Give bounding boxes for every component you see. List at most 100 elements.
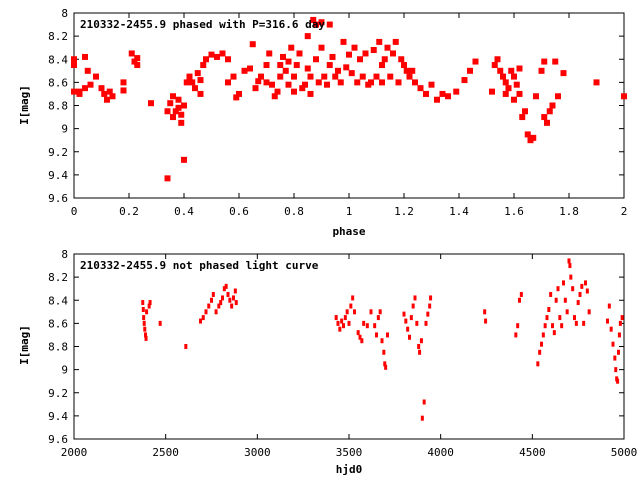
unphased-y-tick-label: 9 (61, 364, 68, 377)
phased-data-point (428, 81, 435, 88)
phased-data-point (263, 62, 270, 69)
phased-x-tick-label: 1.8 (559, 205, 579, 218)
unphased-y-tick-label: 8 (61, 248, 68, 261)
phased-data-point (304, 65, 311, 72)
phased-data-point (274, 88, 281, 95)
unphased-data-point (373, 323, 377, 329)
phased-data-point (266, 50, 273, 57)
phased-data-point (522, 108, 528, 115)
unphased-data-point (518, 297, 521, 303)
unphased-data-point (334, 315, 338, 321)
unphased-data-point (554, 297, 558, 303)
phased-data-point (516, 65, 523, 72)
phased-data-point (120, 79, 127, 86)
phased-data-point (197, 90, 204, 97)
phased-data-point (109, 93, 116, 100)
unphased-data-point (543, 323, 547, 329)
phased-data-point (247, 65, 253, 72)
phased-data-point (181, 156, 187, 163)
unphased-data-point (609, 326, 613, 332)
phased-data-point (409, 67, 416, 74)
phased-x-tick-label: 1.6 (504, 205, 524, 218)
phased-data-point (326, 62, 333, 69)
phased-data-point (128, 50, 135, 57)
unphased-x-tick-label: 4000 (427, 446, 454, 459)
unphased-data-point (207, 303, 211, 309)
phased-data-point (370, 47, 377, 53)
unphased-data-point (386, 332, 389, 338)
unphased-data-point (199, 318, 202, 324)
unphased-data-point (222, 286, 226, 292)
phased-data-point (183, 79, 190, 86)
unphased-data-point (620, 315, 624, 321)
phased-data-point (178, 111, 185, 118)
unphased-y-tick-label: 9.2 (48, 387, 68, 400)
phased-data-point (233, 94, 240, 101)
unphased-data-point (349, 303, 353, 309)
unphased-data-point (551, 323, 554, 329)
phased-data-point (170, 93, 176, 100)
phased-data-point (277, 62, 284, 69)
unphased-data-point (336, 320, 340, 326)
phased-data-point (390, 50, 396, 57)
unphased-data-point (587, 309, 591, 315)
phased-data-point (324, 81, 330, 88)
unphased-data-point (340, 318, 344, 324)
unphased-data-point (226, 291, 230, 297)
phased-data-point (538, 67, 545, 74)
phased-data-point (164, 175, 171, 182)
phased-y-tick-label: 9.4 (48, 169, 68, 182)
phased-data-point (170, 114, 176, 121)
phased-data-point (332, 73, 339, 80)
phased-data-point (516, 90, 523, 97)
phased-data-point (310, 16, 317, 23)
phased-data-point (134, 62, 141, 69)
phased-data-point (291, 88, 297, 95)
phased-data-point (326, 21, 333, 28)
unphased-data-point (424, 320, 428, 326)
phased-data-point (230, 73, 237, 80)
phased-data-point (219, 50, 226, 57)
phased-x-tick-label: 1.4 (449, 205, 469, 218)
phased-data-point (395, 79, 402, 86)
unphased-data-point (552, 330, 556, 336)
phased-data-point (106, 88, 113, 95)
phased-data-point (164, 108, 171, 115)
unphased-data-point (383, 361, 387, 367)
unphased-data-point (378, 309, 382, 315)
unphased-data-point (420, 415, 424, 421)
unphased-y-axis-label: I[mag] (18, 325, 31, 365)
unphased-data-point (574, 320, 578, 326)
phased-data-point (134, 55, 141, 62)
unphased-data-point (345, 309, 349, 315)
phased-data-point (285, 81, 292, 88)
unphased-data-point (580, 283, 584, 289)
phased-x-tick-label: 1 (346, 205, 353, 218)
phased-data-point (76, 88, 83, 95)
unphased-data-point (342, 323, 345, 329)
phased-data-point (533, 93, 539, 100)
unphased-data-point (204, 309, 208, 315)
unphased-data-point (380, 338, 384, 344)
unphased-data-point (343, 315, 347, 321)
phased-data-point (593, 79, 600, 86)
phased-data-point (269, 81, 275, 88)
unphased-data-point (422, 399, 426, 405)
phased-data-point (335, 67, 341, 74)
unphased-data-point (406, 326, 410, 332)
phased-data-point (544, 119, 550, 126)
unphased-data-point (145, 309, 149, 315)
unphased-data-point (565, 309, 569, 315)
unphased-data-point (417, 344, 421, 349)
phased-x-axis-label: phase (332, 225, 365, 238)
unphased-data-point (210, 297, 213, 303)
phased-data-point (519, 114, 526, 121)
phased-data-point (178, 119, 185, 126)
phased-data-point (302, 81, 308, 88)
phased-data-point (192, 85, 198, 92)
phased-data-point (285, 58, 292, 65)
unphased-x-tick-label: 3000 (244, 446, 271, 459)
phased-data-point (621, 93, 627, 100)
unphased-data-point (429, 295, 433, 301)
unphased-data-point (408, 334, 411, 340)
